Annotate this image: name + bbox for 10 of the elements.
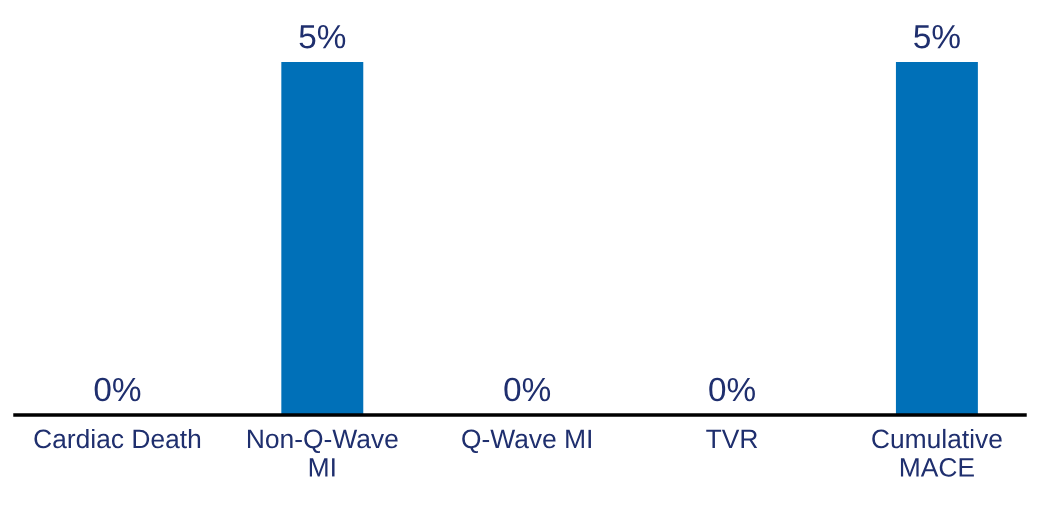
data-label: 5% xyxy=(914,25,960,49)
data-label: 0% xyxy=(709,377,755,402)
x-tick-label: Q-Wave MI xyxy=(462,429,591,453)
data-label: 0% xyxy=(504,377,551,402)
x-tick-label: Cumulative MACE xyxy=(872,428,1002,477)
x-tick-label: TVR xyxy=(706,429,758,449)
data-label: 5% xyxy=(299,25,346,49)
data-label: 0% xyxy=(94,377,141,402)
x-tick-label: Cardiac Death xyxy=(34,428,201,449)
x-tick-label: Non-Q-Wave MI xyxy=(247,429,398,477)
